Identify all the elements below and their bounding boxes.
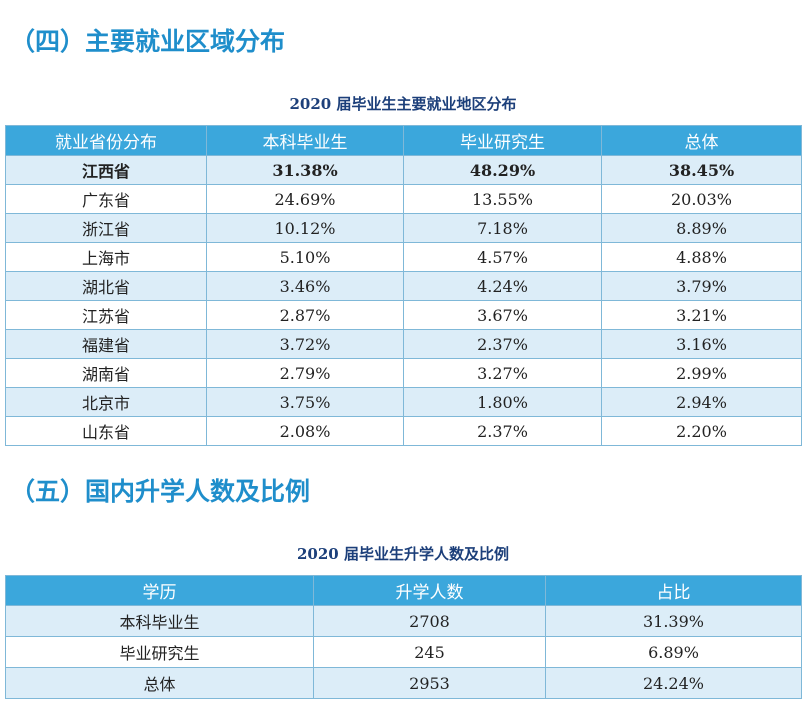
table: 学历 升学人数 占比 本科毕业生 2708 31.39% 毕业研究生 245 6.89% 总体 29… xyxy=(5,575,802,699)
table-cell: 北京市 xyxy=(5,387,207,417)
table-cell: 8.89% xyxy=(601,213,802,243)
section-heading: （四）主要就业区域分布 xyxy=(10,27,286,56)
header-cell: 本科毕业生 xyxy=(206,125,404,156)
table-cell: 3.79% xyxy=(601,271,802,301)
table-cell: 4.57% xyxy=(403,242,602,272)
table-row: 山东省 2.08% 2.37% 2.20% xyxy=(5,416,802,446)
table-cell: 2.94% xyxy=(601,387,802,417)
table-cell: 3.27% xyxy=(403,358,602,388)
table-cell: 2953 xyxy=(313,667,546,699)
table-row: 北京市 3.75% 1.80% 2.94% xyxy=(5,387,802,417)
section-heading: （五）国内升学人数及比例 xyxy=(10,477,311,506)
table-row: 广东省 24.69% 13.55% 20.03% xyxy=(5,184,802,214)
table-cell: 2.37% xyxy=(403,416,602,446)
table-cell: 江西省 xyxy=(5,155,207,185)
table-cell: 湖北省 xyxy=(5,271,207,301)
table-cell: 浙江省 xyxy=(5,213,207,243)
table-cell: 3.75% xyxy=(206,387,404,417)
table-cell: 10.12% xyxy=(206,213,404,243)
table-cell: 245 xyxy=(313,636,546,668)
header-row: 学历 升学人数 占比 xyxy=(5,575,802,606)
table: 就业省份分布 本科毕业生 毕业研究生 总体 江西省 31.38% 48.29% 38.45% 广… xyxy=(5,125,802,446)
table-cell: 广东省 xyxy=(5,184,207,214)
table-cell: 2.87% xyxy=(206,300,404,330)
header-cell: 总体 xyxy=(601,125,802,156)
table-row: 江西省 31.38% 48.29% 38.45% xyxy=(5,155,802,185)
table-cell: 2.99% xyxy=(601,358,802,388)
header-cell: 占比 xyxy=(545,575,802,606)
table-cell: 7.18% xyxy=(403,213,602,243)
table-cell: 福建省 xyxy=(5,329,207,359)
table-cell: 总体 xyxy=(5,667,314,699)
header-cell: 学历 xyxy=(5,575,314,606)
header-cell: 升学人数 xyxy=(313,575,546,606)
table-cell: 2.79% xyxy=(206,358,404,388)
table-cell: 3.46% xyxy=(206,271,404,301)
table-cell: 3.67% xyxy=(403,300,602,330)
table-cell: 1.80% xyxy=(403,387,602,417)
table-cell: 13.55% xyxy=(403,184,602,214)
table-cell: 3.16% xyxy=(601,329,802,359)
table-cell: 3.72% xyxy=(206,329,404,359)
table-cell: 4.24% xyxy=(403,271,602,301)
table-row: 江苏省 2.87% 3.67% 3.21% xyxy=(5,300,802,330)
header-cell: 毕业研究生 xyxy=(403,125,602,156)
table-cell: 31.39% xyxy=(545,605,802,637)
table-row: 总体 2953 24.24% xyxy=(5,667,802,699)
header-row: 就业省份分布 本科毕业生 毕业研究生 总体 xyxy=(5,125,802,156)
table-cell: 6.89% xyxy=(545,636,802,668)
table-cell: 江苏省 xyxy=(5,300,207,330)
table-row: 毕业研究生 245 6.89% xyxy=(5,636,802,668)
table-cell: 24.69% xyxy=(206,184,404,214)
header-cell: 就业省份分布 xyxy=(5,125,207,156)
table-cell: 上海市 xyxy=(5,242,207,272)
table-cell: 2.08% xyxy=(206,416,404,446)
table-cell: 2708 xyxy=(313,605,546,637)
table-cell: 毕业研究生 xyxy=(5,636,314,668)
table-row: 湖南省 2.79% 3.27% 2.99% xyxy=(5,358,802,388)
table-cell: 湖南省 xyxy=(5,358,207,388)
table-cell: 5.10% xyxy=(206,242,404,272)
table-cell: 48.29% xyxy=(403,155,602,185)
table-cell: 2.20% xyxy=(601,416,802,446)
table-row: 本科毕业生 2708 31.39% xyxy=(5,605,802,637)
table-row: 浙江省 10.12% 7.18% 8.89% xyxy=(5,213,802,243)
table-row: 湖北省 3.46% 4.24% 3.79% xyxy=(5,271,802,301)
table-cell: 38.45% xyxy=(601,155,802,185)
table-cell: 31.38% xyxy=(206,155,404,185)
table-title: 2020 届毕业生升学人数及比例 xyxy=(297,545,509,563)
table-cell: 3.21% xyxy=(601,300,802,330)
table-cell: 山东省 xyxy=(5,416,207,446)
table-row: 上海市 5.10% 4.57% 4.88% xyxy=(5,242,802,272)
table-cell: 20.03% xyxy=(601,184,802,214)
table-row: 福建省 3.72% 2.37% 3.16% xyxy=(5,329,802,359)
table-title: 2020 届毕业生主要就业地区分布 xyxy=(289,95,517,113)
table-cell: 2.37% xyxy=(403,329,602,359)
table-cell: 4.88% xyxy=(601,242,802,272)
table-cell: 24.24% xyxy=(545,667,802,699)
table-cell: 本科毕业生 xyxy=(5,605,314,637)
